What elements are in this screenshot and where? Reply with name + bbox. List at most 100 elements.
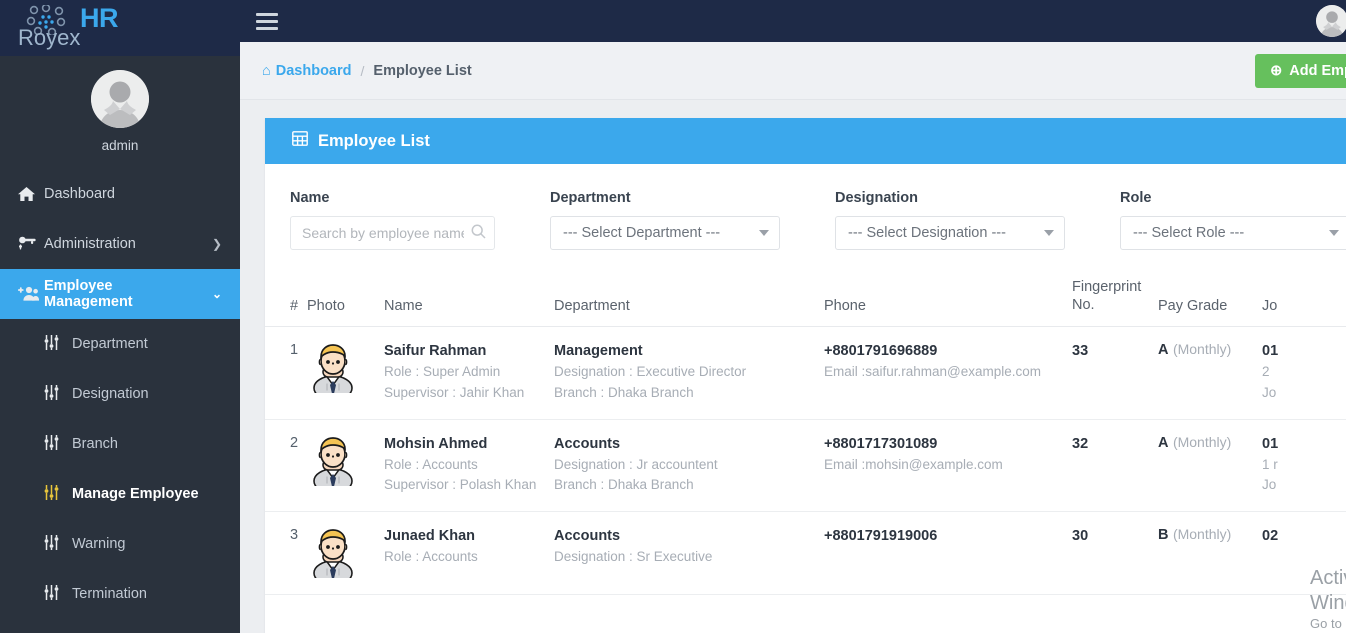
table-icon <box>292 131 308 151</box>
sidebar-subitem-label: Branch <box>72 436 118 452</box>
table-header-row: # Photo Name Department Phone Fingerprin… <box>265 278 1346 328</box>
sidebar-item-warning[interactable]: Warning <box>0 519 240 569</box>
employee-role: Role : Accounts <box>384 549 478 565</box>
employee-pay-period: (Monthly) <box>1172 526 1232 543</box>
employee-list-card: Employee List Name Department --- Sele <box>265 118 1346 633</box>
sidebar-item-dashboard[interactable]: Dashboard <box>0 169 240 219</box>
department-select[interactable]: --- Select Department --- <box>550 216 780 250</box>
table-row[interactable]: 3 <box>265 511 1346 596</box>
sidebar-item-administration[interactable]: Administration ❯ <box>0 219 240 269</box>
column-header-department[interactable]: Department <box>554 278 824 328</box>
employee-branch: Branch : Dhaka Branch <box>554 477 694 493</box>
sidebar-item-label: Administration <box>44 236 136 252</box>
royex-dots-icon <box>26 5 66 35</box>
avatar <box>1315 5 1346 37</box>
column-header-name[interactable]: Name <box>384 278 554 328</box>
employee-department: Accounts <box>554 528 621 545</box>
sidebar-profile-name: admin <box>101 138 139 153</box>
employee-branch: Branch : Dhaka Branch <box>554 384 694 400</box>
sidebar-item-label: Dashboard <box>44 186 115 202</box>
row-index: 1 <box>290 342 299 359</box>
employee-joining-sub1: 1 r <box>1262 456 1278 472</box>
employee-designation: Designation : Sr Executive <box>554 549 713 565</box>
employee-role: Role : Accounts <box>384 456 478 472</box>
brand-logo[interactable]: HR Royex <box>0 0 240 56</box>
role-select[interactable]: --- Select Role --- <box>1120 216 1346 250</box>
column-header-fingerprint[interactable]: Fingerprint No. <box>1072 278 1158 328</box>
column-header-fingerprint-line1: Fingerprint <box>1072 279 1142 295</box>
employee-department: Management <box>554 343 643 360</box>
brand-name: Royex <box>18 25 81 50</box>
sidebar-item-designation[interactable]: Designation <box>0 369 240 419</box>
hamburger-line <box>256 26 278 30</box>
employee-joining: 02 <box>1262 528 1279 545</box>
column-header-joining[interactable]: Jo <box>1262 278 1346 328</box>
column-header-phone[interactable]: Phone <box>824 278 1072 328</box>
sliders-icon <box>44 584 72 605</box>
sliders-icon <box>44 434 72 455</box>
designation-select[interactable]: --- Select Designation --- <box>835 216 1065 250</box>
sidebar-subitem-label: Manage Employee <box>72 486 199 502</box>
employee-phone: +8801791919006 <box>824 528 938 545</box>
table-body: 1 <box>265 326 1346 596</box>
sidebar-item-branch[interactable]: Branch <box>0 419 240 469</box>
row-index: 2 <box>290 434 299 451</box>
user-placeholder-icon <box>1315 5 1346 37</box>
filter-role-label: Role <box>1120 190 1152 206</box>
employee-pay-period: (Monthly) <box>1172 433 1232 450</box>
employee-email: Email :mohsin@example.com <box>824 456 1003 472</box>
sliders-icon <box>44 384 72 405</box>
employee-joining-sub2: Jo <box>1262 384 1277 400</box>
employee-photo <box>307 341 359 394</box>
role-select-value: --- Select Role --- <box>1133 225 1245 241</box>
employee-avatar-icon <box>313 436 353 486</box>
employee-pay-grade: B <box>1158 527 1169 544</box>
topbar: admin ▾ <box>240 0 1346 42</box>
chevron-down-icon <box>1329 230 1339 236</box>
employee-photo <box>307 526 359 579</box>
user-menu[interactable]: admin ▾ <box>1315 5 1346 37</box>
filter-designation-label: Designation <box>835 190 918 206</box>
column-header-pay-grade[interactable]: Pay Grade <box>1158 278 1262 328</box>
employee-fingerprint: 30 <box>1072 528 1089 545</box>
sidebar-item-termination[interactable]: Termination <box>0 569 240 619</box>
home-icon <box>18 186 44 202</box>
employee-joining: 01 <box>1262 435 1279 452</box>
filter-role: Role --- Select Role --- <box>1120 190 1346 250</box>
column-header-index[interactable]: # <box>265 278 307 328</box>
card-header: Employee List <box>265 118 1346 164</box>
breadcrumb-dashboard-link[interactable]: ⌂ Dashboard <box>262 63 352 79</box>
sidebar-subitem-label: Designation <box>72 386 149 402</box>
filter-designation: Designation --- Select Designation --- <box>835 190 1120 250</box>
breadcrumb-dashboard-label: Dashboard <box>275 62 352 79</box>
employee-designation: Designation : Jr accountent <box>554 456 718 472</box>
breadcrumb-current: Employee List <box>373 62 472 79</box>
employee-table-scroll[interactable]: # Photo Name Department Phone Fingerprin… <box>265 278 1346 596</box>
hamburger-icon[interactable] <box>256 12 278 30</box>
chevron-right-icon: ❯ <box>211 237 222 251</box>
sidebar-item-employee-management[interactable]: Employee Management ⌄ <box>0 269 240 319</box>
add-employee-button[interactable]: ⊕ Add Employee <box>1255 53 1346 88</box>
sidebar-item-manage-employee[interactable]: Manage Employee <box>0 469 240 519</box>
employee-fingerprint: 33 <box>1072 343 1089 360</box>
table-row[interactable]: 2 <box>265 419 1346 513</box>
employee-photo <box>307 434 359 486</box>
table-row[interactable]: 1 <box>265 326 1346 420</box>
sidebar-item-label: Employee Management <box>44 278 133 310</box>
employee-phone: +8801717301089 <box>824 435 938 452</box>
column-header-photo[interactable]: Photo <box>307 278 384 328</box>
search-input[interactable] <box>290 216 495 250</box>
column-header-fingerprint-line2: No. <box>1072 297 1095 314</box>
hamburger-line <box>256 19 278 23</box>
user-placeholder-icon <box>91 70 149 128</box>
sidebar-item-department[interactable]: Department <box>0 319 240 369</box>
brand-suffix: HR <box>80 3 119 33</box>
sidebar-subitem-label: Department <box>72 336 148 352</box>
chevron-down-icon: ⌄ <box>211 287 222 301</box>
avatar <box>91 70 149 128</box>
employee-pay-grade: A <box>1158 434 1169 451</box>
filter-department-label: Department <box>550 190 631 206</box>
employee-pay-period: (Monthly) <box>1172 341 1232 358</box>
filter-department: Department --- Select Department --- <box>550 190 835 250</box>
